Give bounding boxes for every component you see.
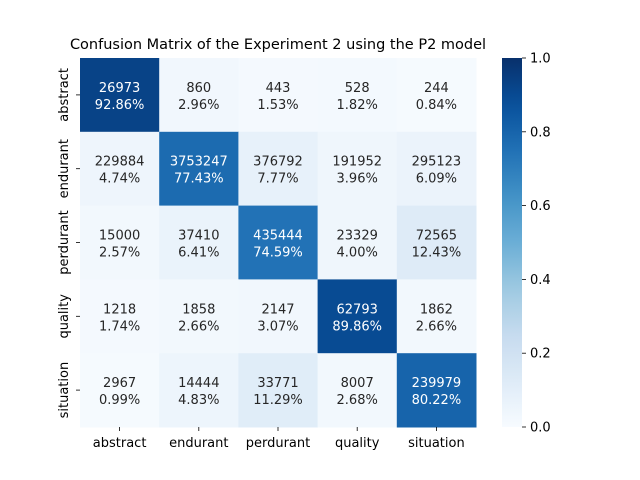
cell-count-label: 33771 xyxy=(257,376,298,391)
cell-count-label: 1858 xyxy=(182,302,215,317)
cell-percent-label: 1.82% xyxy=(337,98,378,113)
heatmap-cell xyxy=(317,131,398,207)
heatmap-cell xyxy=(317,205,398,280)
heatmap-cell xyxy=(317,353,398,428)
x-tick-label: abstract xyxy=(93,436,147,451)
colorbar-tick-label: 0.2 xyxy=(530,347,551,362)
heatmap-cells: 26973 92.86% 860 2.96% 443 1.53% 528 1.82% 244 0.… xyxy=(80,58,477,428)
cell-count-label: 295123 xyxy=(412,155,462,170)
cell-percent-label: 0.84% xyxy=(416,98,457,113)
x-axis: abstract endurant perdurant quality situatio… xyxy=(93,427,465,451)
cell-percent-label: 80.22% xyxy=(412,393,462,408)
colorbar-tick-label: 0.4 xyxy=(530,273,551,288)
cell-count-label: 37410 xyxy=(178,229,219,244)
y-tick-label: situation xyxy=(57,362,72,419)
cell-percent-label: 2.68% xyxy=(337,393,378,408)
colorbar-tick-label: 0.8 xyxy=(530,125,551,140)
heatmap-cell xyxy=(238,353,319,428)
y-axis: abstract endurant perdurant quality situatio… xyxy=(57,68,80,418)
cell-count-label: 239979 xyxy=(412,376,462,391)
cell-count-label: 1862 xyxy=(420,302,453,317)
cell-count-label: 8007 xyxy=(341,376,374,391)
cell-count-label: 26973 xyxy=(99,81,140,96)
y-tick-label: quality xyxy=(57,294,72,339)
cell-percent-label: 12.43% xyxy=(412,246,462,261)
x-tick-label: quality xyxy=(335,436,380,451)
cell-count-label: 435444 xyxy=(253,229,303,244)
cell-percent-label: 7.77% xyxy=(257,172,298,187)
heatmap-cell xyxy=(159,58,239,133)
heatmap-cell xyxy=(396,205,477,280)
colorbar: 0.0 0.2 0.4 0.6 0.8 1.0 xyxy=(502,52,551,436)
cell-percent-label: 4.00% xyxy=(337,246,378,261)
heatmap-cell xyxy=(80,353,160,428)
heatmap-cell xyxy=(238,131,319,207)
x-tick-label: situation xyxy=(408,436,465,451)
cell-count-label: 72565 xyxy=(416,229,457,244)
cell-count-label: 15000 xyxy=(99,229,140,244)
colorbar-tick-label: 0.0 xyxy=(530,421,551,436)
cell-percent-label: 0.99% xyxy=(99,393,140,408)
y-tick-label: endurant xyxy=(57,139,72,198)
chart-title: Confusion Matrix of the Experiment 2 usi… xyxy=(70,37,486,53)
cell-count-label: 62793 xyxy=(337,302,378,317)
cell-percent-label: 6.41% xyxy=(178,246,219,261)
cell-count-label: 443 xyxy=(266,81,291,96)
cell-count-label: 244 xyxy=(424,81,449,96)
cell-percent-label: 11.29% xyxy=(253,393,303,408)
heatmap-cell xyxy=(80,58,160,133)
cell-percent-label: 3.96% xyxy=(337,172,378,187)
heatmap-cell xyxy=(396,58,477,133)
cell-percent-label: 1.53% xyxy=(257,98,298,113)
cell-percent-label: 2.96% xyxy=(178,98,219,113)
heatmap-cell xyxy=(238,58,319,133)
heatmap-cell xyxy=(80,205,160,280)
cell-percent-label: 77.43% xyxy=(174,172,224,187)
heatmap-cell xyxy=(80,279,160,354)
cell-count-label: 376792 xyxy=(253,155,303,170)
colorbar-gradient xyxy=(502,58,522,427)
cell-count-label: 229884 xyxy=(95,155,145,170)
heatmap-cell xyxy=(396,353,477,428)
cell-percent-label: 1.74% xyxy=(99,319,140,334)
heatmap-cell xyxy=(396,131,477,207)
cell-count-label: 3753247 xyxy=(170,155,228,170)
y-tick-label: perdurant xyxy=(57,210,72,275)
heatmap-cell xyxy=(159,205,239,280)
colorbar-tick-label: 0.6 xyxy=(530,199,551,214)
heatmap-cell xyxy=(159,353,239,428)
heatmap-cell xyxy=(159,279,239,354)
y-tick-label: abstract xyxy=(57,68,72,122)
heatmap-cell xyxy=(159,131,239,207)
cell-count-label: 14444 xyxy=(178,376,219,391)
heatmap-cell xyxy=(238,205,319,280)
cell-percent-label: 2.66% xyxy=(178,319,219,334)
heatmap-cell xyxy=(317,279,398,354)
cell-percent-label: 2.66% xyxy=(416,319,457,334)
cell-percent-label: 2.57% xyxy=(99,246,140,261)
heatmap-cell xyxy=(238,279,319,354)
heatmap-cell xyxy=(317,58,398,133)
cell-percent-label: 74.59% xyxy=(253,246,303,261)
cell-count-label: 528 xyxy=(345,81,370,96)
x-tick-label: endurant xyxy=(169,436,228,451)
cell-percent-label: 89.86% xyxy=(332,319,382,334)
heatmap-cell xyxy=(80,131,160,207)
cell-percent-label: 4.83% xyxy=(178,393,219,408)
cell-count-label: 2147 xyxy=(261,302,294,317)
colorbar-tick-label: 1.0 xyxy=(530,52,551,67)
cell-percent-label: 3.07% xyxy=(257,319,298,334)
cell-count-label: 191952 xyxy=(332,155,382,170)
x-tick-label: perdurant xyxy=(246,436,311,451)
cell-percent-label: 92.86% xyxy=(95,98,145,113)
cell-count-label: 860 xyxy=(186,81,211,96)
cell-count-label: 1218 xyxy=(103,302,136,317)
heatmap-cell xyxy=(396,279,477,354)
cell-count-label: 23329 xyxy=(337,229,378,244)
cell-count-label: 2967 xyxy=(103,376,136,391)
cell-percent-label: 4.74% xyxy=(99,172,140,187)
cell-percent-label: 6.09% xyxy=(416,172,457,187)
